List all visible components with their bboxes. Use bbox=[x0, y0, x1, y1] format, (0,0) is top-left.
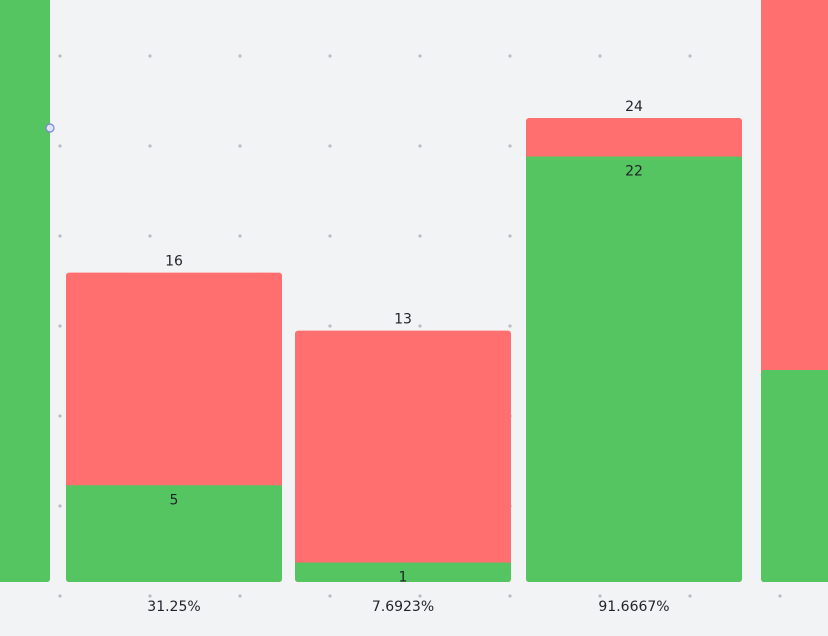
grid-dot bbox=[328, 594, 332, 598]
grid-dot bbox=[148, 234, 152, 238]
grid-dot bbox=[418, 324, 422, 328]
grid-dot bbox=[148, 594, 152, 598]
grid-dot bbox=[58, 414, 62, 418]
grid-dot bbox=[508, 54, 512, 58]
grid-dot bbox=[508, 144, 512, 148]
grid-dot bbox=[238, 144, 242, 148]
x-tick-label: 31.25% bbox=[147, 599, 200, 615]
grid-dot bbox=[58, 324, 62, 328]
bar-total-label: 13 bbox=[394, 312, 412, 328]
bar-green-segment-edge bbox=[66, 485, 282, 490]
grid-dot bbox=[418, 54, 422, 58]
grid-dot bbox=[328, 234, 332, 238]
grid-dot bbox=[418, 594, 422, 598]
bar-total-label: 16 bbox=[165, 254, 183, 270]
bar-green-label: 1 bbox=[399, 570, 408, 586]
bar-green-segment bbox=[295, 562, 511, 582]
grid-dot bbox=[58, 144, 62, 148]
bar-total-label: 24 bbox=[625, 99, 643, 115]
grid-dot bbox=[148, 54, 152, 58]
x-tick-label: 7.6923% bbox=[372, 599, 434, 615]
x-tick-label: 91.6667% bbox=[598, 599, 669, 615]
grid-dot bbox=[328, 144, 332, 148]
bar-green-segment bbox=[66, 485, 282, 582]
grid-dot bbox=[238, 234, 242, 238]
grid-dot bbox=[778, 594, 782, 598]
bar-green-segment-edge bbox=[526, 156, 742, 161]
bar-green-segment bbox=[0, 0, 50, 582]
grid-dot bbox=[508, 324, 512, 328]
grid-dot bbox=[328, 54, 332, 58]
grid-dot bbox=[688, 594, 692, 598]
bar-green-label: 5 bbox=[170, 492, 179, 508]
grid-dot bbox=[58, 504, 62, 508]
bar-red-segment bbox=[295, 330, 511, 582]
grid-dot bbox=[688, 54, 692, 58]
grid-dot bbox=[598, 594, 602, 598]
grid-dot bbox=[328, 324, 332, 328]
grid-dot bbox=[58, 54, 62, 58]
grid-dot bbox=[418, 234, 422, 238]
bar-green-label: 22 bbox=[625, 164, 643, 180]
grid-dot bbox=[508, 594, 512, 598]
grid-dot bbox=[238, 54, 242, 58]
bar-green-segment bbox=[761, 370, 828, 582]
grid-dot bbox=[418, 144, 422, 148]
grid-dot bbox=[598, 54, 602, 58]
bar-green-segment bbox=[526, 156, 742, 582]
grid-dot bbox=[238, 594, 242, 598]
resize-handle[interactable] bbox=[45, 123, 55, 133]
grid-dot bbox=[58, 594, 62, 598]
bar-green-segment-edge bbox=[295, 562, 511, 567]
grid-dot bbox=[508, 234, 512, 238]
grid-dot bbox=[58, 234, 62, 238]
grid-dot bbox=[148, 144, 152, 148]
